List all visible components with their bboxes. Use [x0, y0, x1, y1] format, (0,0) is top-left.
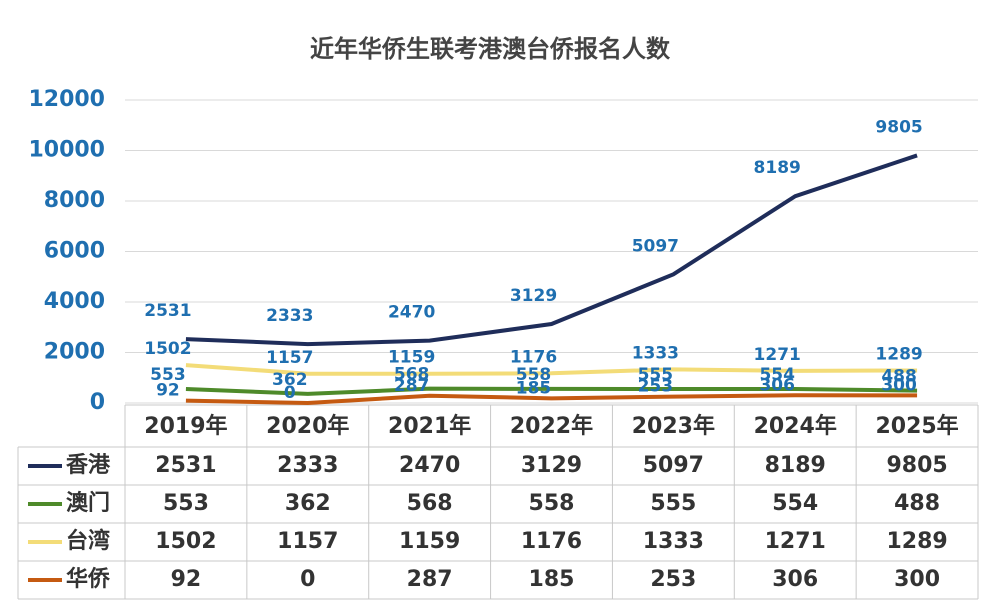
data-label: 0 — [284, 383, 296, 403]
table-cell: 92 — [171, 567, 202, 592]
y-tick-label: 0 — [90, 390, 105, 415]
table-cell: 2531 — [155, 453, 216, 478]
data-label: 1333 — [632, 343, 679, 363]
data-label: 2333 — [266, 306, 313, 326]
table-cell: 287 — [407, 567, 453, 592]
table-cell: 185 — [529, 567, 575, 592]
table-cell: 9805 — [886, 453, 947, 478]
data-label: 1289 — [875, 344, 922, 364]
table-cell: 555 — [650, 491, 696, 516]
x-tick-label: 2022年 — [510, 413, 593, 439]
table-cell: 300 — [894, 567, 940, 592]
series-line — [185, 386, 918, 396]
table-cell: 488 — [894, 491, 940, 516]
legend-label: 澳门 — [66, 490, 110, 516]
data-label: 306 — [759, 375, 795, 395]
table-cell: 5097 — [643, 453, 704, 478]
x-tick-label: 2019年 — [144, 413, 227, 439]
data-label: 2470 — [388, 303, 435, 323]
data-label: 2531 — [144, 301, 191, 321]
data-label: 555 — [638, 365, 674, 385]
y-tick-label: 6000 — [44, 239, 105, 264]
x-tick-label: 2024年 — [754, 413, 837, 439]
table-cell: 362 — [285, 491, 331, 516]
table-cell: 1289 — [886, 529, 947, 554]
table-cell: 1157 — [277, 529, 338, 554]
table-cell: 1159 — [399, 529, 460, 554]
data-label: 1502 — [144, 339, 191, 359]
table-cell: 306 — [772, 567, 818, 592]
x-tick-label: 2020年 — [266, 413, 349, 439]
data-label: 362 — [272, 370, 308, 390]
data-label: 253 — [638, 377, 674, 397]
y-tick-label: 8000 — [44, 188, 105, 213]
table-cell: 1271 — [765, 529, 826, 554]
data-label: 8189 — [754, 158, 801, 178]
x-tick-label: 2023年 — [632, 413, 715, 439]
data-label: 9805 — [875, 117, 922, 137]
y-tick-label: 12000 — [28, 87, 105, 112]
table-cell: 1176 — [521, 529, 582, 554]
table-cell: 568 — [407, 491, 453, 516]
table-cell: 553 — [163, 491, 209, 516]
series-line — [185, 153, 918, 347]
table-cell: 8189 — [765, 453, 826, 478]
series-line — [185, 393, 918, 406]
data-label: 92 — [156, 381, 180, 401]
data-label: 558 — [516, 365, 552, 385]
data-label: 5097 — [632, 236, 679, 256]
table-cell: 2333 — [277, 453, 338, 478]
table-cell: 253 — [650, 567, 696, 592]
data-label: 554 — [759, 365, 795, 385]
data-label: 568 — [394, 365, 430, 385]
y-tick-label: 10000 — [28, 138, 105, 163]
x-tick-label: 2025年 — [875, 413, 958, 439]
data-label: 1159 — [388, 348, 435, 368]
table-cell: 558 — [529, 491, 575, 516]
data-label: 1271 — [754, 345, 801, 365]
y-tick-label: 4000 — [44, 289, 105, 314]
table-cell: 0 — [300, 567, 315, 592]
table-cell: 2470 — [399, 453, 460, 478]
series-line — [185, 363, 918, 376]
legend-label: 华侨 — [66, 566, 111, 592]
data-label: 300 — [881, 375, 917, 395]
table-cell: 3129 — [521, 453, 582, 478]
table-cell: 1333 — [643, 529, 704, 554]
data-label: 488 — [881, 367, 917, 387]
data-label: 1176 — [510, 347, 557, 367]
chart-title: 近年华侨生联考港澳台侨报名人数 — [310, 35, 671, 63]
data-label: 1157 — [266, 348, 313, 368]
data-label: 553 — [150, 365, 186, 385]
table-cell: 554 — [772, 491, 818, 516]
data-label: 3129 — [510, 286, 557, 306]
x-tick-label: 2021年 — [388, 413, 471, 439]
data-label: 185 — [516, 378, 552, 398]
legend-label: 台湾 — [66, 528, 110, 554]
data-label: 287 — [394, 376, 430, 396]
legend-label: 香港 — [66, 453, 111, 478]
y-tick-label: 2000 — [44, 340, 105, 365]
table-cell: 1502 — [155, 529, 216, 554]
